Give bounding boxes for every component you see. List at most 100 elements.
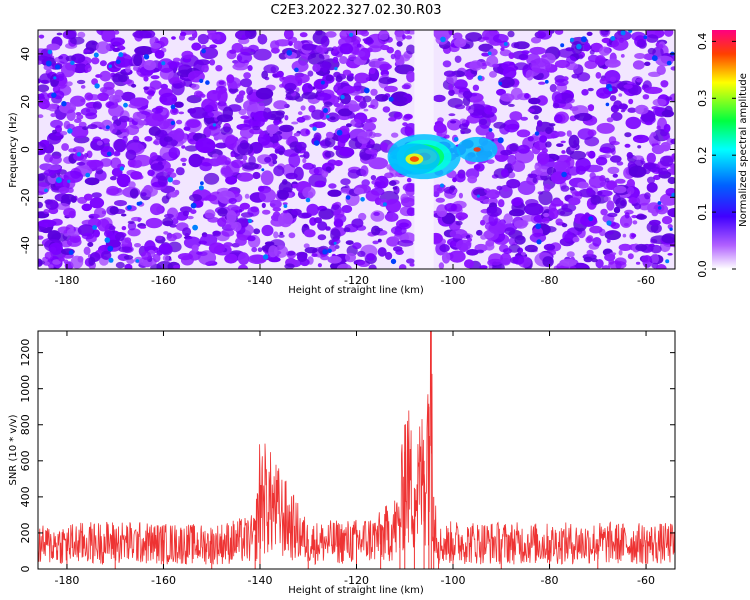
heat-cell [46,43,61,51]
heat-cell [462,96,471,106]
x-tick-label: -80 [541,574,559,587]
heat-cell [514,235,526,245]
heat-cell [97,218,110,232]
heat-cell [448,113,456,117]
heat-cell [385,251,393,260]
heat-cell [643,35,648,40]
heat-cell [635,243,648,252]
heat-cell [492,33,509,43]
heat-cell [503,119,520,133]
heat-cell [664,30,674,37]
heat-cell [527,108,535,113]
heat-cell [399,264,407,269]
heat-cell [655,204,669,215]
heat-cell [549,250,557,256]
heat-cell [71,53,86,64]
heat-cell [670,138,675,145]
heat-cell [353,187,365,195]
heat-cell [559,258,577,267]
heat-cell [524,244,538,253]
heat-cell [340,178,351,186]
x-tick-label: -140 [248,274,273,287]
heat-cell [105,239,121,248]
heat-cell [191,83,200,90]
heat-cell [53,90,65,100]
heat-cell [52,129,57,134]
heat-cell [634,104,649,115]
heat-cell [406,70,416,83]
heat-cell [650,253,660,264]
heat-cell [152,253,161,263]
heat-cell [632,60,645,70]
heat-cell [664,105,673,116]
heat-cell [333,145,342,151]
heat-cell [73,152,85,161]
heat-cell [358,212,367,221]
heat-cell [670,66,675,71]
heat-cell [599,146,612,153]
heat-cell [63,207,76,218]
heat-cell [125,149,137,161]
heat-cell [314,180,326,188]
heat-cell [508,52,515,59]
heat-cell [569,186,576,191]
heat-cell [388,180,397,186]
heat-cell [539,131,543,135]
heat-cell [608,260,627,269]
spectrogram-x-ticks: -180 -160 -140 -120 -100 -80 -60 [54,30,655,287]
heat-cell [297,111,303,116]
heat-cell [295,87,300,93]
heat-cell [586,235,594,242]
x-tick-label: -80 [541,274,559,287]
heat-cell [43,261,50,266]
heat-cell [663,123,671,133]
colorbar-tick-label: 0.0 [696,260,709,278]
heat-cell [131,216,142,222]
heat-cell [252,125,261,131]
heat-cell [225,175,238,185]
heat-cell [555,218,563,226]
heat-cell [190,202,197,209]
heat-cell [647,47,656,55]
heat-cell [333,102,341,108]
heat-cell [76,152,82,157]
heat-cell [186,119,201,128]
heat-cell [305,129,310,135]
heat-cell [85,172,91,178]
y-tick-label: 1000 [19,375,32,403]
heat-cell [313,132,322,142]
heat-cell [530,36,542,44]
heat-cell [335,75,343,83]
heat-cell [544,79,549,84]
heat-cell [58,55,64,60]
heat-cell [402,122,408,127]
heat-cell [112,47,121,52]
heat-cell [273,119,280,126]
heat-cell [208,158,222,167]
heat-cell [273,100,288,110]
heat-cell [230,153,235,158]
heat-cell [486,206,502,217]
heat-cell [157,175,168,187]
heat-cell [651,55,658,62]
heat-cell [244,119,251,124]
heat-cell [618,103,628,110]
heat-cell [391,132,399,138]
heat-cell [76,79,86,85]
heat-cell [96,41,110,54]
heat-cell [374,227,383,232]
heat-cell [536,120,543,127]
heat-cell [294,67,299,73]
heat-cell [143,76,149,82]
heat-cell [237,142,254,156]
heat-cell [38,84,50,93]
heat-cell [108,257,114,263]
heat-cell [212,153,219,158]
heat-cell [330,116,336,120]
heat-cell [519,220,529,227]
heat-cell [500,47,505,51]
heat-cell [91,57,100,65]
heat-cell [604,59,621,68]
heat-cell [596,87,612,99]
heat-cell [381,95,388,102]
